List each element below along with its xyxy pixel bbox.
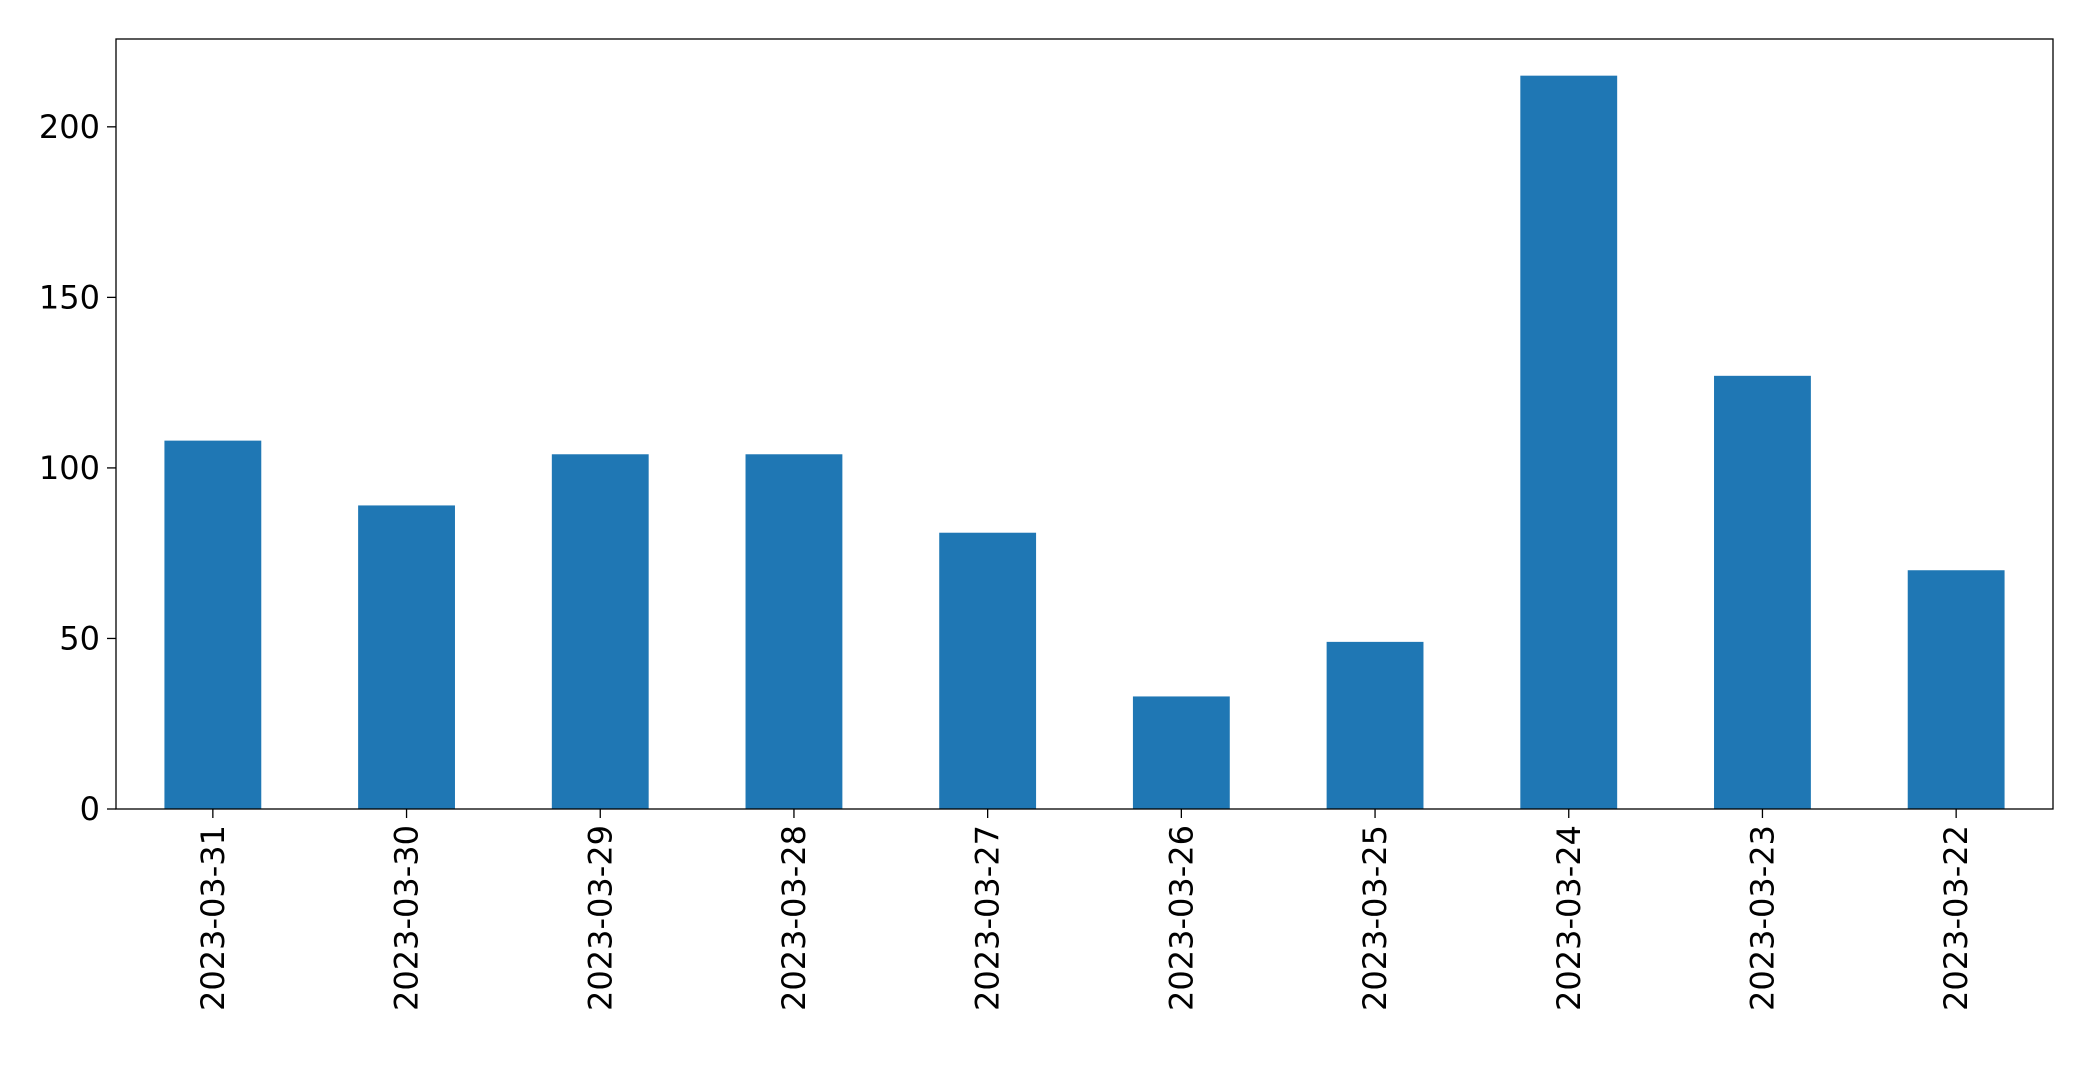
- x-tick-label: 2023-03-26: [1162, 825, 1200, 1011]
- bar: [551, 454, 649, 809]
- x-tick-label: 2023-03-22: [1937, 825, 1975, 1011]
- bar: [1520, 75, 1618, 809]
- y-tick-label: 0: [80, 790, 100, 828]
- bar: [1714, 375, 1811, 809]
- bar: [745, 454, 843, 809]
- bar: [164, 440, 262, 809]
- bar: [358, 505, 455, 809]
- x-tick-label: 2023-03-30: [388, 825, 426, 1011]
- bar: [1326, 641, 1424, 809]
- x-tick-label: 2023-03-27: [969, 825, 1007, 1011]
- x-tick-label: 2023-03-25: [1356, 825, 1394, 1011]
- y-tick-label: 150: [39, 278, 100, 316]
- y-tick-label: 200: [39, 108, 100, 146]
- y-tick-label: 50: [59, 619, 100, 657]
- x-tick-label: 2023-03-24: [1550, 825, 1588, 1011]
- x-tick-label: 2023-03-23: [1743, 825, 1781, 1011]
- x-tick-label: 2023-03-29: [581, 825, 619, 1011]
- y-tick-label: 100: [39, 449, 100, 487]
- bar: [1907, 570, 2005, 809]
- x-tick-label: 2023-03-31: [194, 825, 232, 1011]
- bar: [1132, 696, 1230, 809]
- plot-frame: [115, 38, 2054, 810]
- bar: [939, 532, 1037, 809]
- x-tick-label: 2023-03-28: [775, 825, 813, 1011]
